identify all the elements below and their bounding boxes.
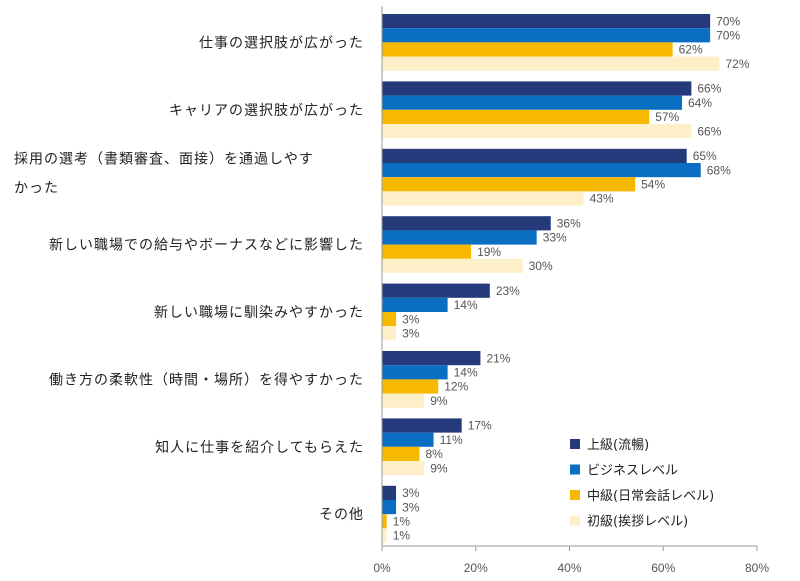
data-label: 3%	[402, 312, 420, 326]
data-label: 19%	[477, 245, 501, 259]
category-label: 新しい職場での給与やボーナスなどに影響した	[49, 237, 364, 254]
bar	[382, 28, 711, 43]
bar	[382, 14, 711, 29]
data-label: 21%	[486, 351, 510, 365]
x-tick-label: 80%	[745, 561, 769, 575]
bar	[382, 230, 537, 245]
bar	[382, 244, 472, 259]
bar	[382, 177, 636, 192]
data-label: 33%	[543, 231, 567, 245]
bar	[382, 163, 701, 178]
bar	[382, 124, 692, 139]
data-label: 23%	[496, 284, 520, 298]
data-label: 1%	[393, 515, 411, 529]
x-tick-label: 60%	[651, 561, 675, 575]
category-label: 採用の選考（書類審査、面接）を通過しやす	[14, 151, 314, 168]
data-label: 36%	[557, 217, 581, 231]
data-label: 8%	[426, 447, 444, 461]
bar	[382, 56, 720, 71]
bar	[382, 109, 650, 124]
category-label: かった	[14, 181, 59, 197]
data-label: 14%	[454, 366, 478, 380]
bar	[382, 461, 425, 476]
category-label: 働き方の柔軟性（時間・場所）を得やすかった	[49, 371, 364, 388]
legend-swatch	[570, 515, 580, 526]
data-label: 68%	[707, 163, 731, 177]
bar	[382, 418, 462, 433]
x-tick-label: 0%	[373, 561, 391, 575]
legend-swatch	[570, 490, 580, 500]
data-label: 65%	[693, 149, 717, 163]
bar	[382, 312, 397, 327]
bar	[382, 297, 448, 312]
bar	[382, 528, 387, 543]
data-label: 3%	[402, 327, 420, 341]
data-label: 9%	[430, 394, 448, 408]
bar	[382, 191, 584, 206]
bar	[382, 81, 692, 96]
bar	[382, 379, 439, 394]
data-label: 62%	[679, 43, 703, 57]
data-label: 70%	[716, 29, 740, 43]
category-label: キャリアの選択肢が広がった	[169, 103, 364, 119]
data-label: 64%	[688, 96, 712, 110]
bar	[382, 514, 387, 529]
bar	[382, 500, 397, 515]
data-label: 66%	[697, 124, 721, 138]
data-label: 70%	[716, 14, 740, 28]
legend-label: ビジネスレベル	[587, 464, 678, 479]
data-label: 72%	[726, 57, 750, 71]
data-label: 66%	[697, 82, 721, 96]
data-label: 3%	[402, 500, 420, 514]
x-tick-label: 40%	[557, 561, 581, 575]
x-tick-label: 20%	[464, 561, 488, 575]
bar	[382, 393, 425, 408]
data-label: 54%	[641, 178, 665, 192]
bar	[382, 283, 490, 298]
category-label: 知人に仕事を紹介してもらえた	[155, 439, 364, 456]
data-label: 57%	[655, 110, 679, 124]
data-label: 17%	[468, 419, 492, 433]
bar	[382, 446, 420, 461]
legend-label: 初級(挨拶レベル)	[587, 515, 688, 530]
legend-swatch	[570, 439, 580, 449]
data-label: 3%	[402, 486, 420, 500]
data-label: 9%	[430, 461, 448, 475]
data-label: 30%	[529, 259, 553, 273]
data-label: 11%	[440, 433, 463, 447]
bar	[382, 148, 687, 163]
bar	[382, 485, 397, 500]
data-label: 1%	[393, 529, 411, 543]
bar	[382, 432, 434, 447]
bar	[382, 216, 551, 231]
bar	[382, 95, 682, 110]
legend-swatch	[570, 464, 580, 475]
data-label: 12%	[444, 380, 468, 394]
data-label: 43%	[590, 192, 614, 206]
legend-label: 中級(日常会話レベル)	[587, 488, 714, 504]
bar	[382, 42, 673, 57]
data-label: 14%	[454, 298, 478, 312]
category-label: 新しい職場に馴染みやすかった	[154, 305, 364, 321]
category-label: その他	[319, 507, 364, 523]
legend-label: 上級(流暢)	[587, 437, 649, 453]
bar	[382, 258, 523, 273]
bar	[382, 351, 481, 366]
bar	[382, 365, 448, 380]
bar	[382, 326, 397, 341]
category-label: 仕事の選択肢が広がった	[199, 35, 364, 51]
